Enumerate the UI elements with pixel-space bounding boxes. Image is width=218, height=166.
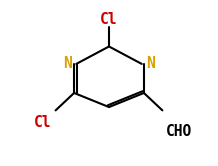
Text: Cl: Cl — [34, 115, 51, 129]
Text: CHO: CHO — [166, 124, 192, 139]
Text: N: N — [63, 56, 72, 71]
Text: Cl: Cl — [100, 12, 118, 27]
Text: N: N — [146, 56, 155, 71]
